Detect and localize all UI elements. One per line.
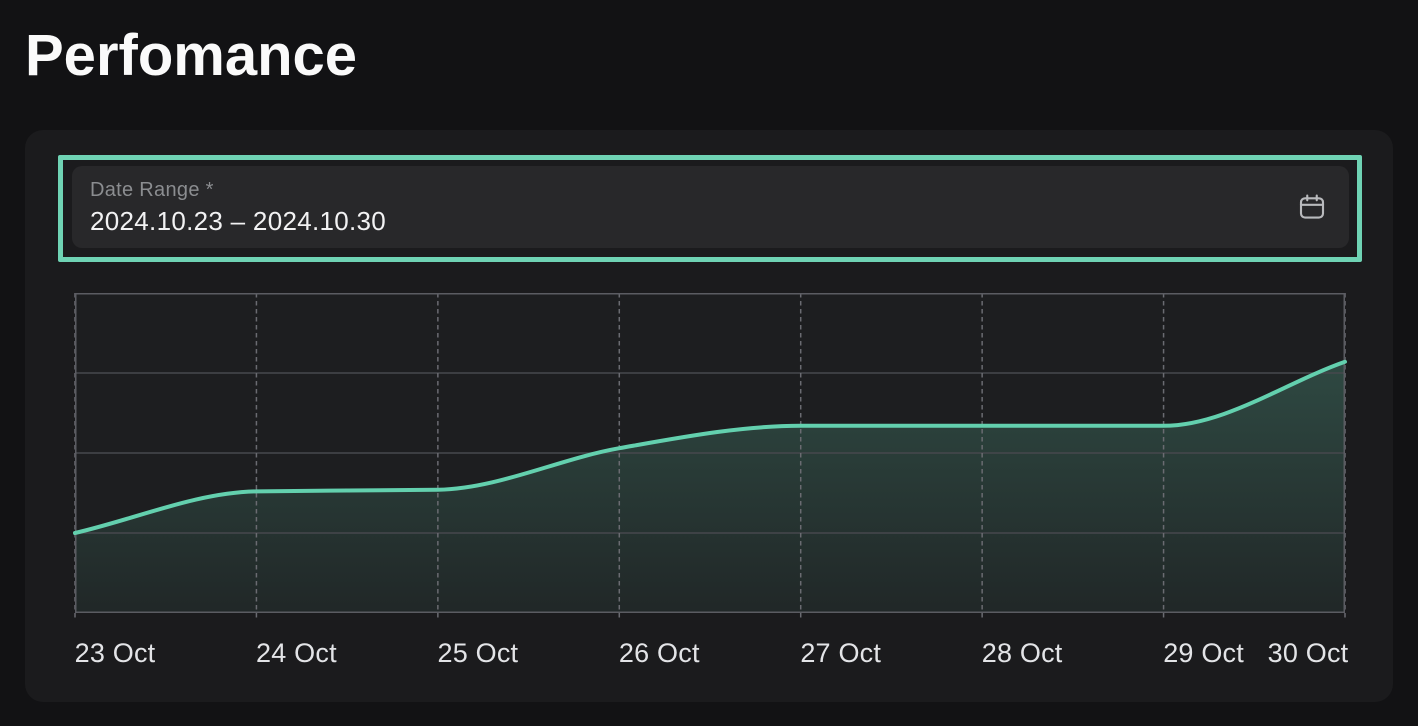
date-range-text: Date Range * 2024.10.23 – 2024.10.30 [90,177,386,237]
x-axis-label: 25 Oct [437,638,519,668]
date-range-input[interactable]: Date Range * 2024.10.23 – 2024.10.30 [72,166,1349,248]
x-axis-label: 23 Oct [74,638,156,668]
x-axis-label: 27 Oct [800,638,882,668]
date-range-label: Date Range * [90,179,214,201]
date-range-value: 2024.10.23 – 2024.10.30 [90,206,387,236]
area-fill [75,361,1345,613]
performance-chart [73,293,1347,620]
area-chart-svg [73,293,1347,620]
x-axis-label: 24 Oct [256,638,337,668]
x-axis-label: 29 Oct [1163,638,1244,668]
calendar-icon[interactable] [1297,192,1327,222]
series-line [73,359,1347,535]
plot-border [75,293,1345,613]
x-axis-labels: 23 Oct 24 Oct 25 Oct 26 Oct 27 Oct 28 Oct 29 O… [74,638,1349,678]
page-title: Perfomance [25,23,358,88]
x-axis-label: 28 Oct [981,638,1063,668]
performance-card: Date Range * 2024.10.23 – 2024.10.30 23 … [25,130,1393,702]
x-axis-label: 30 Oct [1267,638,1349,668]
date-range-highlight-box: Date Range * 2024.10.23 – 2024.10.30 [58,155,1362,262]
x-axis-label: 26 Oct [618,638,700,668]
